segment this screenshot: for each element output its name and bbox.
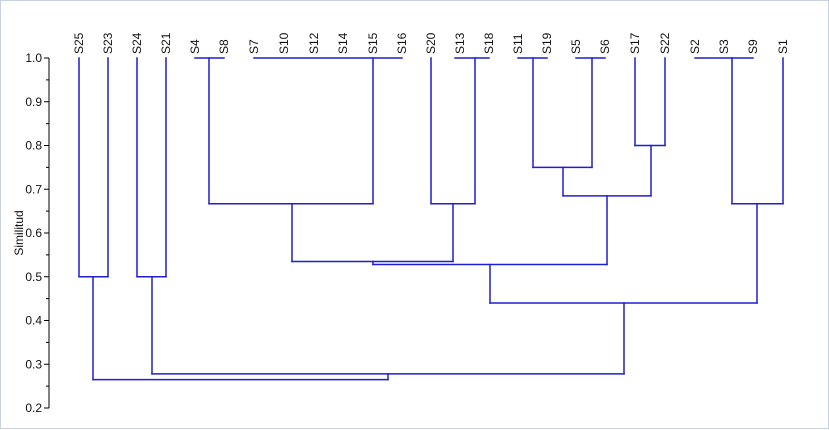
leaf-label: S2 bbox=[688, 39, 702, 54]
leaf-label: S6 bbox=[598, 39, 612, 54]
leaf-label: S1 bbox=[776, 39, 790, 54]
leaf-label: S3 bbox=[717, 39, 731, 54]
dendrogram-links bbox=[78, 57, 784, 381]
y-axis: 0.2 0.3 0.4 0.5 0.6 0.7 0.8 0.9 1.0 bbox=[25, 51, 50, 415]
leaf-label: S25 bbox=[72, 32, 86, 54]
leaf-label: S19 bbox=[540, 32, 554, 54]
leaf-label: S15 bbox=[366, 32, 380, 54]
y-tick-label: 0.5 bbox=[25, 270, 42, 284]
leaf-label: S20 bbox=[424, 32, 438, 54]
leaf-label: S14 bbox=[336, 32, 350, 54]
leaf-label: S12 bbox=[307, 32, 321, 54]
leaf-label: S16 bbox=[395, 32, 409, 54]
y-tick-label: 0.2 bbox=[25, 401, 42, 415]
leaf-label: S9 bbox=[746, 39, 760, 54]
y-tick-label: 0.6 bbox=[25, 226, 42, 240]
y-tick-label: 0.9 bbox=[25, 95, 42, 109]
y-tick-label: 0.7 bbox=[25, 182, 42, 196]
leaf-label: S11 bbox=[511, 33, 525, 54]
y-tick-label: 0.3 bbox=[25, 357, 42, 371]
leaf-label: S18 bbox=[482, 32, 496, 54]
leaf-label: S5 bbox=[569, 39, 583, 54]
leaf-label: S10 bbox=[277, 32, 291, 54]
leaf-label: S22 bbox=[658, 32, 672, 54]
leaf-label: S21 bbox=[159, 32, 173, 54]
leaf-labels: S25 S23 S24 S21 S4 S8 S7 S10 S12 S14 S15 S16 S20 S13 S… bbox=[72, 32, 790, 54]
leaf-label: S8 bbox=[217, 39, 231, 54]
leaf-label: S4 bbox=[188, 39, 202, 54]
leaf-label: S17 bbox=[628, 32, 642, 54]
y-axis-title: Similitud bbox=[12, 210, 26, 255]
y-tick-label: 1.0 bbox=[25, 51, 42, 65]
leaf-label: S24 bbox=[130, 32, 144, 54]
y-tick-label: 0.8 bbox=[25, 139, 42, 153]
leaf-label: S7 bbox=[247, 39, 261, 54]
y-tick-label: 0.4 bbox=[25, 314, 42, 328]
leaf-label: S23 bbox=[101, 32, 115, 54]
leaf-label: S13 bbox=[453, 32, 467, 54]
